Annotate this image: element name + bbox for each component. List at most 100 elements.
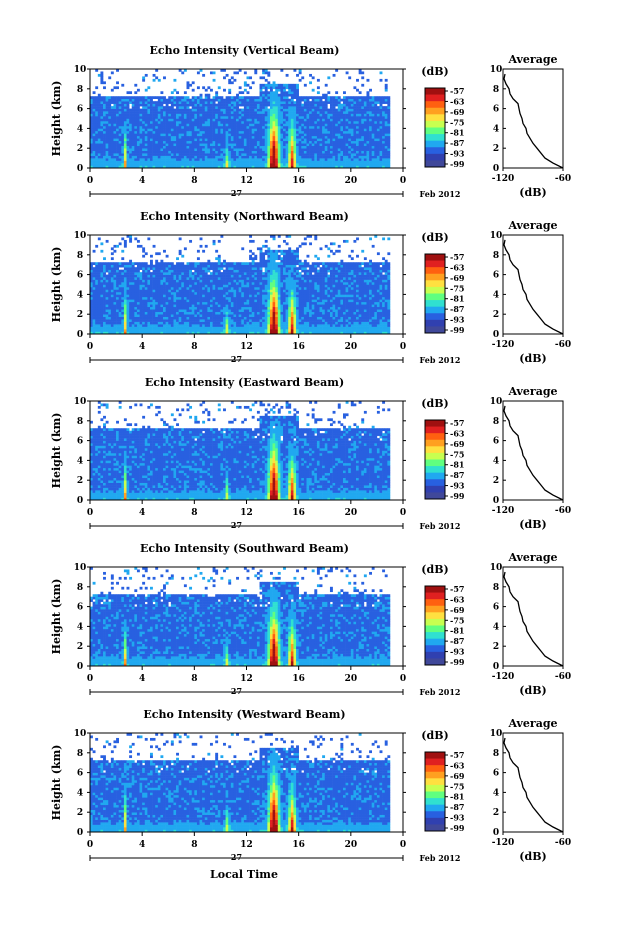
heatmap-cell <box>113 103 117 107</box>
heatmap-cell <box>147 326 151 330</box>
heatmap-cell <box>131 101 135 104</box>
heatmap-cell <box>293 120 297 124</box>
heatmap-cell <box>147 118 151 122</box>
heatmap-cell <box>196 306 200 310</box>
heatmap-cell <box>267 91 271 95</box>
heatmap-cell <box>301 98 305 102</box>
heatmap-cell <box>223 69 226 72</box>
heatmap-cell <box>136 148 140 151</box>
heatmap-cell <box>110 111 114 114</box>
heatmap-cell <box>262 128 266 132</box>
heatmap-cell <box>376 165 380 169</box>
heatmap-cell <box>103 291 106 295</box>
heatmap-cell <box>134 123 138 127</box>
heatmap-cell <box>155 284 159 288</box>
heatmap-cell <box>160 316 164 320</box>
heatmap-cell <box>277 138 281 142</box>
heatmap-cell <box>199 106 203 109</box>
heatmap-cell <box>285 155 289 159</box>
heatmap-cell <box>290 93 294 97</box>
heatmap-cell <box>170 279 174 283</box>
heatmap-cell <box>170 324 174 327</box>
heatmap-cell <box>309 128 313 132</box>
heatmap-cell <box>238 123 242 127</box>
heatmap-cell <box>209 155 213 159</box>
heatmap-cell <box>335 91 339 95</box>
heatmap-cell <box>202 111 206 114</box>
heatmap-cell <box>209 130 213 134</box>
heatmap-cell <box>319 153 323 156</box>
heatmap-cell <box>90 98 93 102</box>
heatmap-cell <box>183 111 187 114</box>
heatmap-cell <box>134 282 138 285</box>
heatmap-cell <box>170 118 174 122</box>
heatmap-cell <box>238 148 242 151</box>
heatmap-cell <box>348 116 352 119</box>
heatmap-cell <box>319 138 323 142</box>
heatmap-cell <box>290 143 294 147</box>
heatmap-cell <box>204 272 208 275</box>
heatmap-cell <box>382 125 386 129</box>
heatmap-cell <box>129 123 133 127</box>
heatmap-cell <box>110 289 114 293</box>
heatmap-cell <box>189 294 193 298</box>
heatmap-cell <box>100 118 104 122</box>
heatmap-cell <box>152 128 156 132</box>
heatmap-cell <box>126 111 130 114</box>
heatmap-cell <box>95 160 99 164</box>
heatmap-cell <box>92 133 96 137</box>
heatmap-cell <box>345 113 349 117</box>
heatmap-cell <box>100 249 104 253</box>
heatmap-cell <box>142 274 146 278</box>
heatmap-cell <box>144 163 148 166</box>
heatmap-cell <box>186 269 190 273</box>
heatmap-cell <box>178 274 182 278</box>
heatmap-cell <box>306 111 310 114</box>
heatmap-cell <box>225 123 229 127</box>
heatmap-cell <box>322 125 326 129</box>
heatmap-cell <box>116 153 119 156</box>
heatmap-cell <box>285 130 289 134</box>
heatmap-cell <box>293 138 297 142</box>
heatmap-cell <box>100 301 104 305</box>
heatmap-cell <box>290 113 294 117</box>
heatmap-cell <box>168 282 172 285</box>
heatmap-cell <box>136 316 140 320</box>
heatmap-cell <box>121 128 125 132</box>
heatmap-cell <box>191 331 195 335</box>
heatmap-cell <box>196 264 200 268</box>
heatmap-cell <box>280 111 284 114</box>
heatmap-cell <box>142 264 146 268</box>
heatmap-cell <box>196 296 200 300</box>
heatmap-cell <box>379 148 383 151</box>
heatmap-cell <box>204 123 208 127</box>
heatmap-cell <box>319 98 323 102</box>
heatmap-cell <box>251 106 255 109</box>
heatmap-cell <box>212 120 216 124</box>
heatmap-cell <box>283 101 286 104</box>
heatmap-cell <box>176 150 179 154</box>
heatmap-cell <box>131 155 135 159</box>
heatmap-cell <box>204 88 208 92</box>
heatmap-cell <box>168 150 172 154</box>
heatmap-cell <box>199 130 203 134</box>
heatmap-cell <box>301 120 305 124</box>
heatmap-cell <box>296 133 299 137</box>
heatmap-cell <box>345 160 349 164</box>
heatmap-cell <box>92 163 96 166</box>
heatmap-cell <box>173 148 177 151</box>
heatmap-cell <box>173 103 177 107</box>
heatmap-cell <box>246 135 250 139</box>
heatmap-cell <box>236 111 239 114</box>
heatmap-cell <box>152 120 156 124</box>
heatmap-cell <box>108 269 112 273</box>
heatmap-cell <box>225 153 229 156</box>
heatmap-cell <box>178 279 182 283</box>
heatmap-cell <box>176 326 179 330</box>
heatmap-cell <box>324 123 328 127</box>
heatmap-cell <box>343 158 346 161</box>
heatmap-cell <box>275 118 279 122</box>
heatmap-cell <box>142 324 146 327</box>
heatmap-cell <box>147 153 151 156</box>
heatmap-cell <box>181 103 185 107</box>
